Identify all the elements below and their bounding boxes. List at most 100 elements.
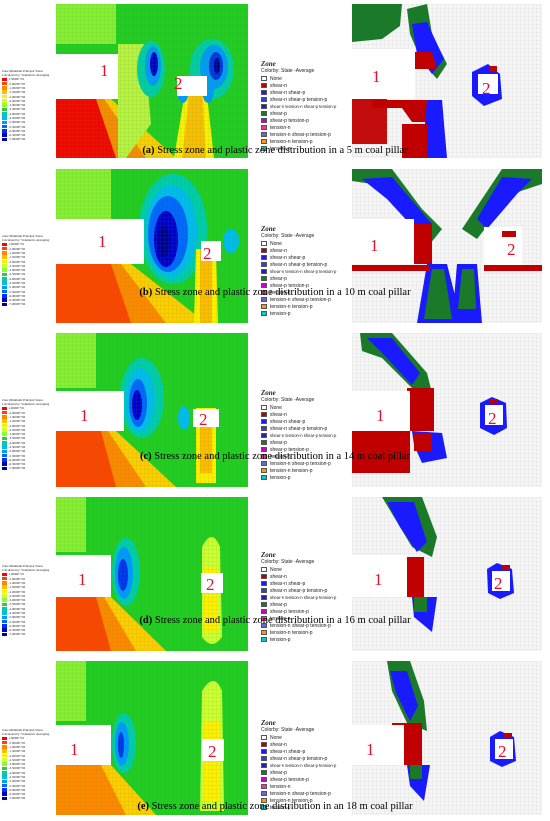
zone-label: shear-n shear-p xyxy=(270,418,306,425)
panel-a: Zone Minimum Principal Stress Calculated… xyxy=(0,0,550,160)
zone-legend-row: tension-n tension-p xyxy=(261,467,351,474)
stress-legend-row: -4.0000E+06 xyxy=(2,607,52,611)
legend-swatch xyxy=(2,285,7,290)
zone-swatch xyxy=(261,777,267,782)
zone-swatch xyxy=(261,139,267,144)
legend-value: -3.5000E+06 xyxy=(8,436,26,441)
zone-legend-row: None xyxy=(261,404,351,411)
legend-swatch xyxy=(2,255,7,260)
zone-swatch xyxy=(261,735,267,740)
zone-swatch xyxy=(261,262,267,267)
legend-swatch xyxy=(2,611,7,615)
zone-swatch xyxy=(261,311,267,316)
legend-value: -4.0000E+06 xyxy=(8,440,26,445)
label-1: 1 xyxy=(374,570,383,589)
legend-value: -5.5000E+06 xyxy=(8,124,26,129)
legend-value: -2.0000E+06 xyxy=(8,589,26,594)
legend-value: -6.0000E+06 xyxy=(8,457,26,462)
stress-legend-row: -6.0000E+06 xyxy=(2,624,52,628)
legend-value: -2.5000E+06 xyxy=(8,263,26,268)
legend-value: -5.5000E+06 xyxy=(8,619,26,624)
legend-swatch xyxy=(2,137,7,142)
legend-swatch xyxy=(2,606,7,611)
legend-swatch xyxy=(2,298,7,302)
zone-swatch xyxy=(261,749,267,754)
stress-legend-row: -4.5000E+06 xyxy=(2,611,52,615)
zone-legend-subtitle: Colorby: State -Average xyxy=(261,68,315,74)
caption-text: Stress zone and plastic zone distributio… xyxy=(149,801,413,812)
stress-legend-row: -1.5000E+06 xyxy=(2,585,52,589)
legend-swatch xyxy=(2,598,7,602)
zone-swatch xyxy=(261,616,267,621)
caption-b: (b) Stress zone and plastic zone distrib… xyxy=(0,287,550,298)
label-1: 1 xyxy=(80,406,89,425)
caption-letter: (b) xyxy=(139,287,153,298)
zone-swatch xyxy=(261,602,267,607)
zone-legend-row: tension-n tension-p xyxy=(261,797,351,804)
legend-value: -1.0000E+06 xyxy=(8,250,26,255)
zone-legend-row: shear-n shear-p xyxy=(261,418,351,425)
zone-legend-row: shear-p tension-p xyxy=(261,446,351,453)
legend-swatch xyxy=(2,133,7,137)
stress-legend: Zone Minimum Principal Stress Calculated… xyxy=(2,69,52,142)
legend-value: -7.0000E+06 xyxy=(8,302,26,307)
stress-legend-row: -3.5000E+06 xyxy=(2,602,52,606)
zone-legend-title: Zone xyxy=(261,551,276,559)
zone-legend-row: tension-p xyxy=(261,474,351,481)
zone-legend-row: shear-p xyxy=(261,110,351,117)
zone-swatch xyxy=(261,791,267,796)
caption-text: Stress zone and plastic zone distributio… xyxy=(152,287,411,298)
zone-legend-row: tension-n xyxy=(261,289,351,296)
legend-swatch xyxy=(2,90,7,95)
stress-legend-row: -3.0000E+06 xyxy=(2,762,52,766)
legend-value: -4.0000E+06 xyxy=(8,770,26,775)
stress-legend-title: Zone Minimum Principal Stress xyxy=(2,564,43,568)
stress-legend-row: -2.5000E+06 xyxy=(2,99,52,103)
legend-swatch xyxy=(2,581,7,585)
zone-swatch xyxy=(261,756,267,761)
stress-legend-row: 1.0000E+01 xyxy=(2,572,52,576)
zone-legend: Zone Colorby: State -Average None shear-n… xyxy=(261,389,351,481)
legend-value: 1.0000E+01 xyxy=(8,242,25,247)
legend-value: -5.0000E+06 xyxy=(8,449,26,454)
stress-legend-row: -6.0000E+06 xyxy=(2,294,52,298)
stress-legend-row: -1.0000E+06 xyxy=(2,415,52,419)
legend-swatch xyxy=(2,107,7,112)
panel-d: Zone Minimum Principal Stress Calculated… xyxy=(0,493,550,653)
caption-e: (e) Stress zone and plastic zone distrib… xyxy=(0,801,550,812)
stress-legend-row: 1.5000E+01 xyxy=(2,77,52,81)
label-1: 1 xyxy=(366,740,375,759)
stress-legend-row: -5.5000E+06 xyxy=(2,619,52,624)
panel-e: Zone Minimum Principal Stress Calculated… xyxy=(0,657,550,821)
label-2: 2 xyxy=(507,240,516,259)
zone-legend-row: shear-p tension-p xyxy=(261,117,351,124)
zone-legend-row: tension-n tension-p xyxy=(261,629,351,636)
stress-legend-row: -5.5000E+06 xyxy=(2,124,52,129)
legend-swatch xyxy=(2,624,7,628)
zone-label: shear-n shear-p xyxy=(270,254,306,261)
legend-swatch xyxy=(2,276,7,281)
zone-label: tension-p xyxy=(270,474,291,481)
zone-label: shear-p xyxy=(270,769,287,776)
zone-legend-subtitle: Colorby: State -Average xyxy=(261,397,315,403)
legend-value: -1.0000E+06 xyxy=(8,414,26,419)
zone-legend-row: shear-n xyxy=(261,741,351,748)
zone-swatch xyxy=(261,76,267,81)
caption-letter: (c) xyxy=(139,451,152,462)
legend-value: -4.0000E+06 xyxy=(8,111,26,116)
legend-value: -5.0000E+06 xyxy=(8,120,26,125)
zone-legend-row: shear-n xyxy=(261,82,351,89)
zone-label: shear-n shear-p tension-p xyxy=(270,261,328,268)
stress-contour-map: 1 2 xyxy=(56,169,248,323)
label-1: 1 xyxy=(372,67,381,86)
zone-swatch xyxy=(261,412,267,417)
stress-legend-row: -2.5000E+06 xyxy=(2,758,52,762)
zone-label: tension-n tension-p xyxy=(270,629,313,636)
zone-swatch xyxy=(261,574,267,579)
zone-swatch xyxy=(261,581,267,586)
zone-swatch xyxy=(261,784,267,789)
stress-legend-row: -5.5000E+06 xyxy=(2,453,52,458)
zone-swatch xyxy=(261,255,267,260)
legend-swatch xyxy=(2,99,7,103)
legend-value: -5.0000E+05 xyxy=(8,576,26,581)
